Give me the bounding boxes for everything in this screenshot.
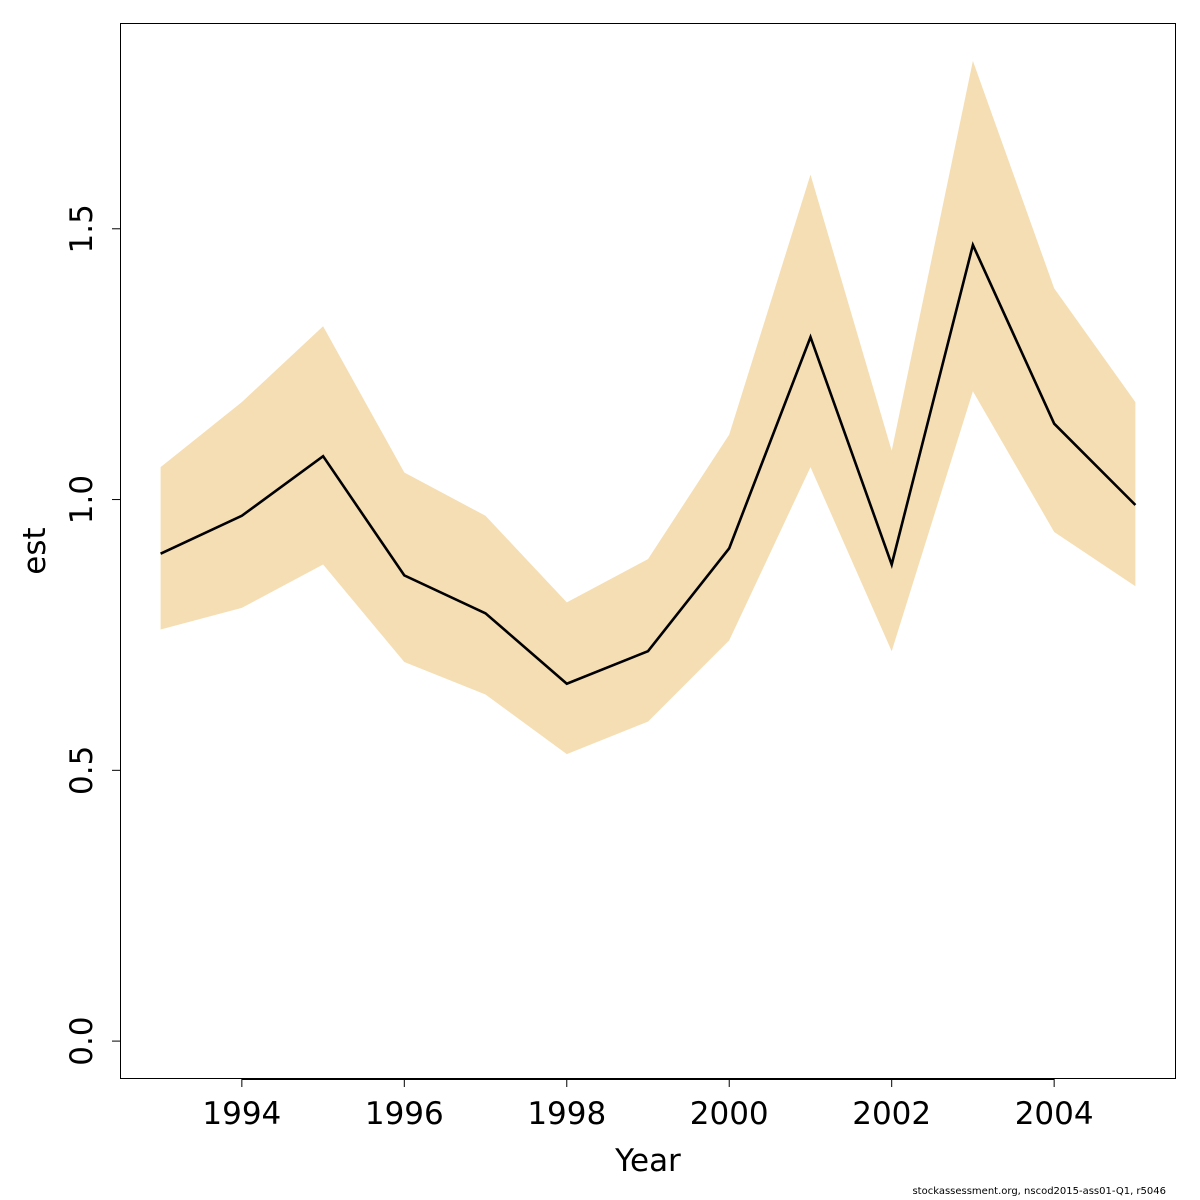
x-tick-label: 1994 — [202, 1096, 281, 1132]
y-tick-label: 1.5 — [64, 204, 100, 253]
confidence-band-layer — [160, 60, 1136, 755]
y-tick-label: 1.0 — [64, 475, 100, 524]
source-footer: stockassessment.org, nscod2015-ass01-Q1,… — [912, 1186, 1166, 1197]
x-tick-label: 2000 — [690, 1096, 769, 1132]
x-tick-label: 1998 — [527, 1096, 606, 1132]
y-tick-label: 0.0 — [64, 1016, 100, 1065]
x-tick-label: 2004 — [1015, 1096, 1094, 1132]
x-tick-label: 1996 — [365, 1096, 444, 1132]
estimate-line-layer — [160, 241, 1137, 686]
x-tick-label: 2002 — [852, 1096, 931, 1132]
confidence-band — [160, 60, 1136, 755]
y-tick-label: 0.5 — [64, 746, 100, 795]
x-axis-title: Year — [614, 1143, 681, 1179]
y-axis-title: est — [17, 527, 53, 574]
y-axis: 0.0 0.5 1.0 1.5 — [64, 204, 121, 1066]
estimate-line — [160, 241, 1137, 686]
x-axis: 1994 1996 1998 2000 2002 2004 — [202, 1079, 1094, 1132]
